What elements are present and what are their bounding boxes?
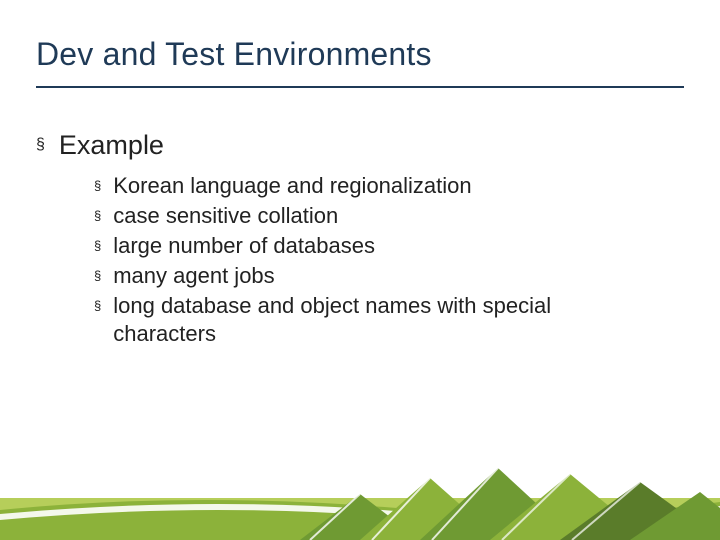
slide-title: Dev and Test Environments bbox=[36, 36, 432, 73]
bullet-lvl2-text: long database and object names with spec… bbox=[113, 292, 633, 348]
bullet-lvl1-text: Example bbox=[59, 128, 164, 162]
footer-decoration bbox=[0, 468, 720, 540]
bullet-lvl2: § long database and object names with sp… bbox=[94, 292, 684, 348]
bullet-lvl2: § Korean language and regionalization bbox=[94, 172, 684, 200]
bullet-lvl2: § case sensitive collation bbox=[94, 202, 684, 230]
bullet-lvl2-text: case sensitive collation bbox=[113, 202, 338, 230]
bullet-icon: § bbox=[94, 172, 101, 200]
bullet-icon: § bbox=[94, 202, 101, 230]
bullet-lvl2: § many agent jobs bbox=[94, 262, 684, 290]
bullet-icon: § bbox=[94, 232, 101, 260]
bullet-icon: § bbox=[94, 292, 101, 320]
title-underline bbox=[36, 86, 684, 88]
bullet-icon: § bbox=[36, 128, 45, 162]
bullet-lvl2-list: § Korean language and regionalization § … bbox=[94, 172, 684, 348]
bullet-icon: § bbox=[94, 262, 101, 290]
bullet-lvl2-text: many agent jobs bbox=[113, 262, 274, 290]
bullet-lvl2-text: Korean language and regionalization bbox=[113, 172, 471, 200]
bullet-lvl1: § Example bbox=[36, 128, 684, 162]
content-area: § Example § Korean language and regional… bbox=[36, 128, 684, 350]
bullet-lvl2-text: large number of databases bbox=[113, 232, 375, 260]
footer-svg bbox=[0, 468, 720, 540]
bullet-lvl2: § large number of databases bbox=[94, 232, 684, 260]
slide: Dev and Test Environments § Example § Ko… bbox=[0, 0, 720, 540]
